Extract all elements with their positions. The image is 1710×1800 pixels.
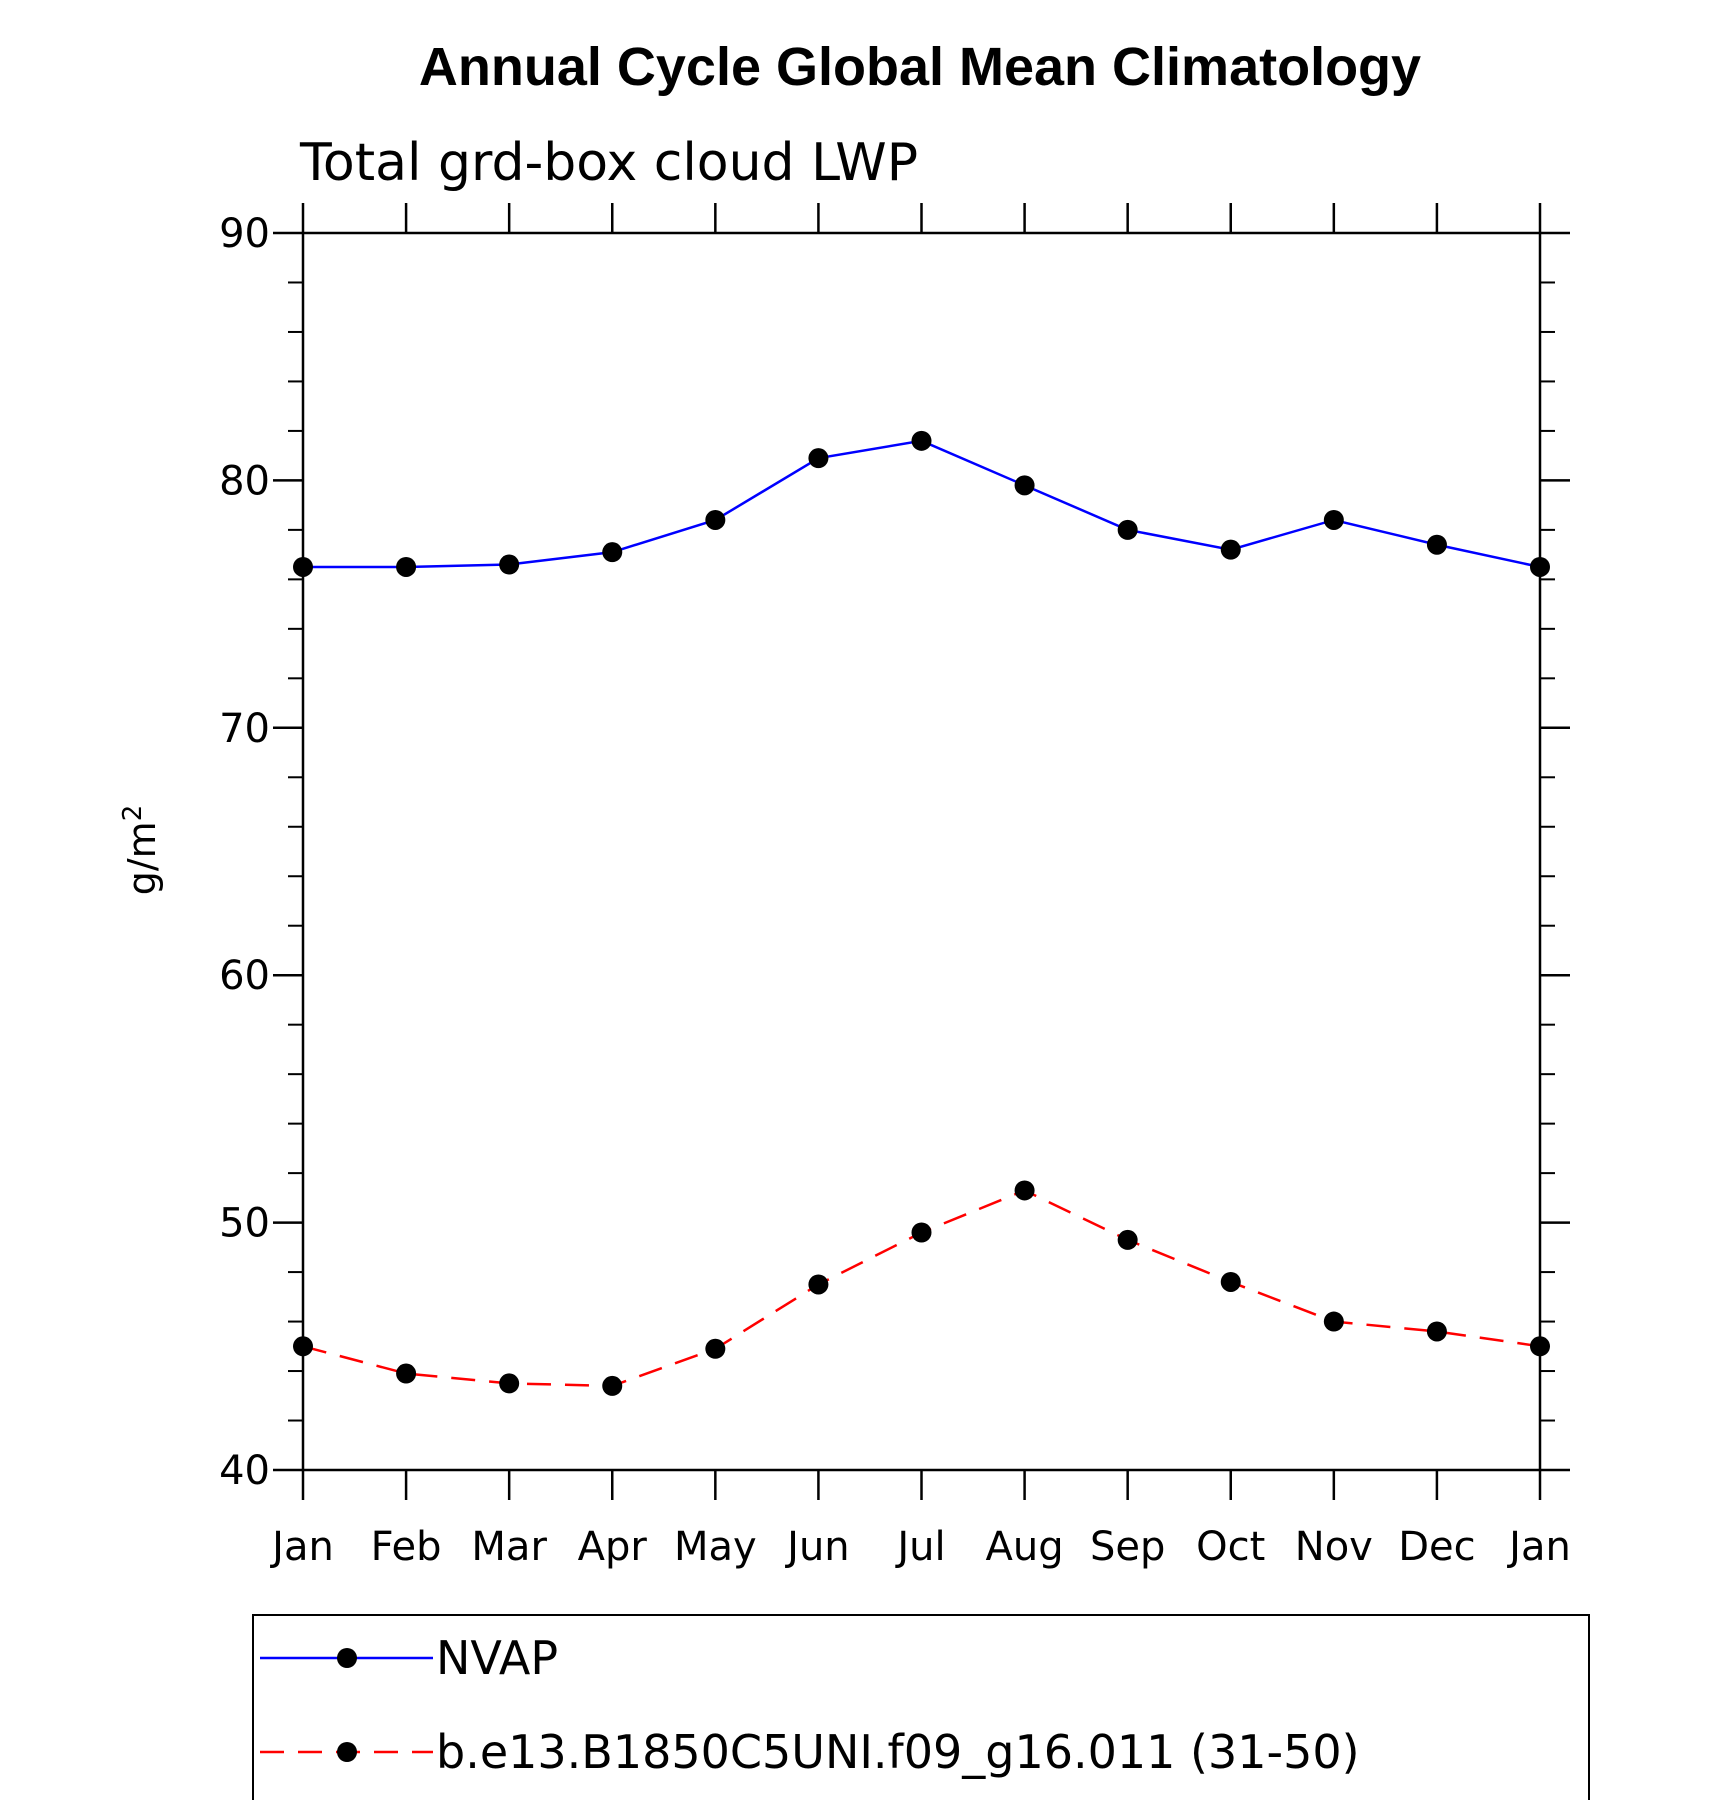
series-2-point: [1530, 1336, 1550, 1357]
y-tick-label: 80: [219, 458, 270, 504]
y-tick-label: 90: [219, 211, 270, 257]
series-2-point: [911, 1222, 932, 1243]
tick-labels-layer: Jan Feb Mar Apr May Jun Jul Aug Sep Oct Nov Dec Jan 4…: [219, 211, 1571, 1570]
series-1-point: [1220, 539, 1241, 560]
plot-frame: [301, 231, 1542, 1472]
x-tick-label: Aug: [986, 1524, 1064, 1570]
series-1-point: [808, 448, 829, 469]
legend-entries: NVAP b.e13.B1850C5UNI.f09_g16.011 (31-50): [260, 1631, 1360, 1779]
x-tick-label: Dec: [1398, 1524, 1475, 1570]
series-2-point: [705, 1338, 726, 1359]
series-2-point: [602, 1375, 623, 1396]
x-tick-label: Feb: [371, 1524, 442, 1570]
series-1-point: [499, 554, 520, 575]
series-2-point: [1014, 1180, 1035, 1201]
chart-subtitle: Total grd-box cloud LWP: [299, 133, 918, 193]
series-2-point: [499, 1373, 520, 1394]
series-2-point: [1323, 1311, 1344, 1332]
x-tick-label: Apr: [578, 1524, 648, 1570]
series-1-point: [1117, 519, 1138, 540]
series-1-point: [396, 556, 417, 577]
series-2-point: [293, 1336, 313, 1357]
y-tick-label: 70: [219, 706, 270, 752]
x-tick-label: Jun: [784, 1524, 850, 1570]
series-line-1: [303, 439, 1541, 569]
y-tick-label: 50: [219, 1201, 270, 1247]
legend-box: [252, 1614, 1590, 1800]
series-1-point: [1323, 509, 1344, 530]
series-1-point: [602, 542, 623, 563]
x-tick-label: May: [674, 1524, 757, 1570]
series-layer: [293, 430, 1550, 1396]
legend-label-1: NVAP: [436, 1631, 558, 1685]
series-line-2: [302, 1189, 1541, 1388]
series-2-point: [1117, 1229, 1138, 1250]
x-tick-label: Jan: [1506, 1524, 1571, 1570]
x-tick-label: Sep: [1090, 1524, 1165, 1570]
series-1-point: [1426, 534, 1447, 555]
legend-marker-2: [337, 1742, 357, 1762]
x-tick-label: Nov: [1295, 1524, 1373, 1570]
series-1-point: [1530, 556, 1550, 577]
series-1-point: [705, 509, 726, 530]
series-1-point: [1014, 475, 1035, 496]
x-tick-label: Jul: [894, 1524, 945, 1570]
series-1-point: [911, 430, 932, 451]
series-1-point: [293, 556, 313, 577]
chart-title: Annual Cycle Global Mean Climatology: [419, 37, 1421, 97]
x-tick-label: Oct: [1196, 1524, 1265, 1570]
y-axis-label-unit: g/m: [120, 821, 164, 895]
legend: NVAP b.e13.B1850C5UNI.f09_g16.011 (31-50): [252, 1614, 1590, 1800]
series-2-point: [1220, 1271, 1241, 1292]
y-tick-label: 60: [219, 953, 270, 999]
y-axis-label-superscript: 2: [118, 805, 148, 822]
series-2-point: [808, 1274, 829, 1295]
legend-marker-1: [337, 1648, 357, 1668]
series-2-point: [396, 1363, 417, 1384]
axis-ticks-layer: [273, 203, 1570, 1500]
legend-label-2: b.e13.B1850C5UNI.f09_g16.011 (31-50): [436, 1725, 1360, 1779]
x-tick-label: Jan: [269, 1524, 334, 1570]
x-tick-label: Mar: [471, 1524, 547, 1570]
y-tick-label: 40: [219, 1448, 270, 1494]
y-axis-label: g/m2: [118, 805, 164, 896]
series-2-point: [1426, 1321, 1447, 1342]
